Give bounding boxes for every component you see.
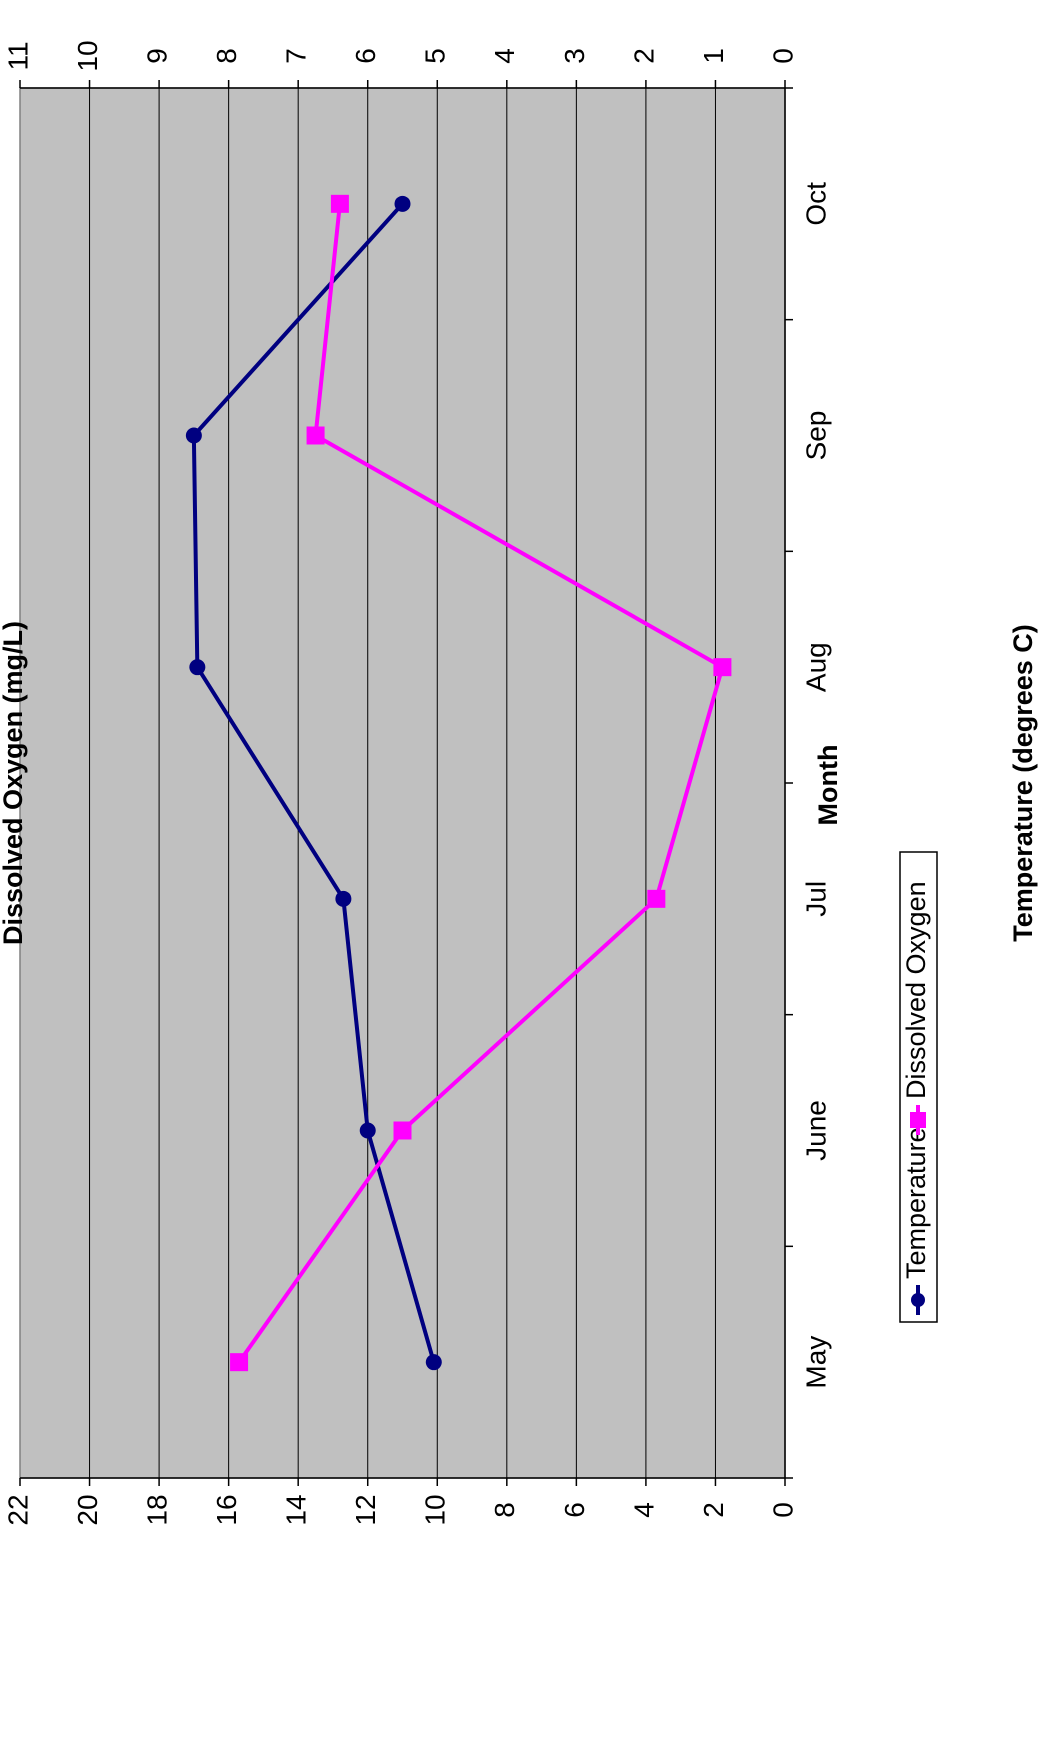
temperature-tick-label: 20 <box>72 1494 103 1525</box>
oxygen-axis-ticks: 0 1 2 3 4 5 6 7 8 9 10 11 <box>2 40 798 88</box>
oxygen-tick-label: 0 <box>767 48 798 64</box>
svg-text:Month: Month <box>813 745 843 826</box>
svg-text:Temperature (degrees C): Temperature (degrees C) <box>1008 624 1038 942</box>
oxygen-tick-label: 5 <box>420 48 451 64</box>
series-lines <box>185 194 732 1372</box>
month-tick-label: May <box>800 1336 831 1389</box>
temperature-point <box>185 427 202 444</box>
series-line-dissolved-oxygen <box>237 203 725 1364</box>
oxygen-tick-label: 11 <box>2 41 33 70</box>
temperature-tick-label: 6 <box>559 1502 590 1518</box>
temperature-point <box>425 1354 442 1371</box>
legend-box <box>899 851 938 1323</box>
oxygen-tick-label: 1 <box>698 48 729 64</box>
temperature-tick-label: 14 <box>281 1494 312 1525</box>
legend-marker-circle <box>911 1293 925 1307</box>
temperature-tick-label: 18 <box>141 1494 172 1525</box>
x-axis-title: Month <box>813 745 843 826</box>
oxygen-tick-label: 3 <box>559 48 590 64</box>
legend-marker-square <box>910 1112 926 1128</box>
oxygen-tick-label: 10 <box>72 40 103 71</box>
month-tick-labels: May June Jul Aug Sep Oct <box>785 87 831 1479</box>
temperature-tick-label: 12 <box>350 1494 381 1525</box>
temperature-tick-label: 16 <box>211 1494 242 1525</box>
temperature-tick-label: 10 <box>420 1494 451 1525</box>
legend-label: Dissolved Oxygen <box>901 881 931 1099</box>
legend: Temperature Dissolved Oxygen <box>899 851 938 1323</box>
oxygen-tick-label: 8 <box>211 48 242 64</box>
oxygen-point <box>393 1121 412 1140</box>
oxygen-tick-label: 2 <box>628 48 659 64</box>
oxygen-tick-label: 4 <box>489 48 520 64</box>
oxygen-point <box>230 1353 249 1372</box>
series-line-temperature <box>191 202 436 1363</box>
month-tick-label: June <box>800 1100 831 1161</box>
legend-label: Temperature <box>901 1127 931 1279</box>
oxygen-tick-label: 6 <box>350 48 381 64</box>
left-axis-title: Temperature (degrees C) <box>1008 624 1038 942</box>
temperature-axis-ticks: 0 2 4 6 8 10 12 14 16 18 20 22 <box>2 1478 798 1526</box>
temperature-tick-label: 0 <box>767 1502 798 1518</box>
month-tick-label: Sep <box>800 411 831 461</box>
temperature-point <box>394 195 411 212</box>
temperature-tick-label: 2 <box>698 1502 729 1518</box>
temperature-tick-label: 4 <box>628 1502 659 1518</box>
temperature-tick-label: 8 <box>489 1502 520 1518</box>
oxygen-tick-label: 9 <box>141 48 172 64</box>
oxygen-point <box>330 194 349 213</box>
temperature-point <box>335 890 352 907</box>
temperature-tick-label: 22 <box>2 1494 33 1525</box>
month-tick-label: Aug <box>800 642 831 692</box>
month-tick-label: Jul <box>800 881 831 917</box>
oxygen-tick-label: 7 <box>281 48 312 64</box>
oxygen-point <box>713 658 732 677</box>
oxygen-point <box>647 889 666 908</box>
right-axis-title: Dissolved Oxygen (mg/L) <box>0 621 28 945</box>
svg-text:Dissolved Oxygen (mg/L): Dissolved Oxygen (mg/L) <box>0 621 28 945</box>
oxygen-point <box>306 426 325 445</box>
plot-area <box>19 87 786 1479</box>
temperature-point <box>189 659 206 676</box>
month-tick-label: Oct <box>800 182 831 226</box>
temperature-point <box>359 1122 376 1139</box>
